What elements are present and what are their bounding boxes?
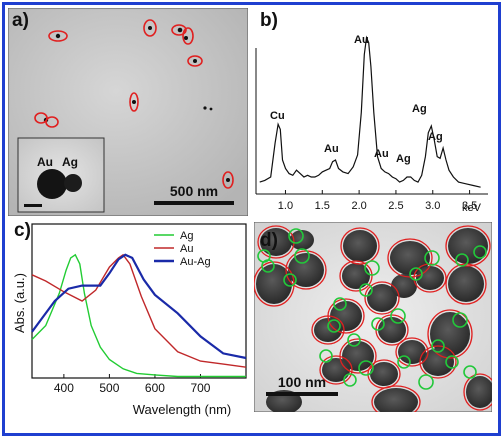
peak-label-ag-2: Ag [412,103,427,115]
panel-a-letter: a) [12,10,29,31]
legend-label-au-ag: Au-Ag [180,256,211,268]
legend-label-au: Au [180,243,193,255]
peak-label-ag-3: Ag [428,131,443,143]
peak-label-au-2: Au [354,34,369,46]
panel-b-x-ticks: 1.0 1.5 2.0 2.5 3.0 3.5 [278,190,477,212]
panel-c-x-tick-label: 600 [145,381,165,395]
peak-label-ag-1: Ag [396,153,411,165]
panel-a-sem-image: Au Ag 500 nm [7,7,249,217]
panel-c-series [31,253,247,378]
ag-particle-rings [257,228,487,390]
panel-b-x-tick-label: 3.0 [425,200,440,212]
panel-c-x-tick-label: 500 [99,381,119,395]
panel-b-x-tick-label: 1.5 [315,200,330,212]
peak-label-au-3: Au [374,148,389,160]
eds-spectrum-line [259,35,481,188]
scale-bar-label: 500 nm [170,183,218,199]
panel-b-x-tick-label: 3.5 [462,200,477,212]
peak-labels: Cu Au Au Au Ag Ag Ag [270,34,443,165]
particles [43,26,230,182]
tem-scale-bar-label: 100 nm [278,374,326,390]
series-line-ag [31,253,246,378]
tem-particles [256,228,494,416]
panel-b-x-tick-label: 2.0 [351,200,366,212]
panel-c-ylabel: Abs. (a.u.) [12,273,27,333]
panel-c: 400 500 600 700 Ag Au Au-Ag Wavelength (nm) A… [8,220,248,428]
panel-b-x-tick-label: 1.0 [278,200,293,212]
panel-c-letter: c) [14,220,31,241]
legend-label-ag: Ag [180,230,193,242]
series-line-au [31,253,247,368]
peak-label-cu: Cu [270,110,285,122]
highlight-ellipses [34,19,234,189]
panel-b-letter: b) [260,10,278,31]
inset-label-ag: Ag [62,155,78,169]
panel-b: 1.0 1.5 2.0 2.5 3.0 3.5 Cu Au Au Au Ag Ag Ag … [252,8,492,216]
panel-c-x-tick-label: 700 [190,381,210,395]
panel-d: 100 nm d) [253,221,497,419]
panel-b-eds-spectrum: 1.0 1.5 2.0 2.5 3.0 3.5 Cu Au Au Au Ag Ag Ag … [255,34,488,214]
panel-c-x-ticks: 400 500 600 700 [54,374,211,395]
panel-d-tem-image: 100 nm [253,221,497,419]
panel-b-x-unit: keV [462,202,482,214]
peak-label-au-1: Au [324,143,339,155]
scale-bar [154,201,234,205]
panel-c-xlabel: Wavelength (nm) [133,402,232,417]
panel-d-letter: d) [260,230,278,251]
panel-b-x-tick-label: 2.5 [388,200,403,212]
panel-a-inset [17,137,105,213]
panel-c-x-tick-label: 400 [54,381,74,395]
panel-a: Au Ag 500 nm a) [7,7,249,217]
inset-label-au: Au [37,155,53,169]
series-line-au-ag [31,253,247,360]
tem-scale-bar [266,392,338,396]
